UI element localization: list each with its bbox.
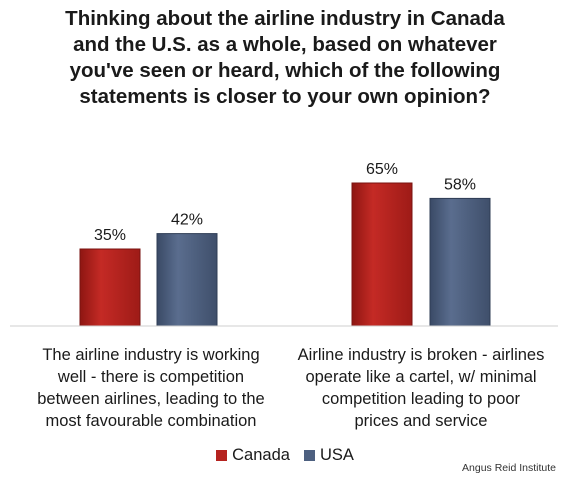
category-label-line: competition leading to poor bbox=[321, 390, 521, 408]
legend-swatch-usa bbox=[303, 450, 315, 461]
bar-canada-1 bbox=[351, 182, 413, 327]
category-label: Airline industry is broken - airlines op… bbox=[282, 344, 560, 432]
bar-usa-1 bbox=[429, 197, 491, 327]
legend-item: USA bbox=[303, 446, 354, 465]
category-label-line: well - there is competition bbox=[57, 368, 245, 386]
category-label: The airline industry is working well - t… bbox=[22, 344, 280, 432]
bar-usa-0 bbox=[156, 233, 218, 327]
category-label-line: between airlines, leading to the bbox=[37, 390, 265, 408]
category-label-line: prices and service bbox=[354, 412, 488, 430]
chart-title: Thinking about the airline industry in C… bbox=[10, 6, 560, 110]
legend-label: Canada bbox=[232, 446, 290, 464]
source-credit: Angus Reid Institute bbox=[462, 462, 556, 474]
legend-swatch-canada bbox=[216, 450, 228, 461]
title-line: and the U.S. as a whole, based on whatev… bbox=[73, 33, 497, 56]
category-label-line: operate like a cartel, w/ minimal bbox=[305, 368, 537, 386]
category-label-line: The airline industry is working bbox=[42, 346, 260, 364]
data-label: 58% bbox=[444, 176, 476, 193]
title-line: statements is closer to your own opinion… bbox=[79, 85, 491, 108]
data-label: 35% bbox=[94, 227, 126, 244]
legend-label: USA bbox=[319, 446, 354, 464]
legend-item: Canada bbox=[216, 446, 290, 465]
data-label: 65% bbox=[366, 161, 398, 178]
category-label-line: most favourable combination bbox=[45, 412, 257, 430]
bar-canada-0 bbox=[79, 248, 141, 327]
title-line: you've seen or heard, which of the follo… bbox=[69, 59, 501, 82]
data-label: 42% bbox=[171, 212, 203, 229]
title-line: Thinking about the airline industry in C… bbox=[65, 7, 505, 30]
legend: Canada USA bbox=[0, 446, 570, 465]
category-label-line: Airline industry is broken - airlines bbox=[297, 346, 545, 364]
